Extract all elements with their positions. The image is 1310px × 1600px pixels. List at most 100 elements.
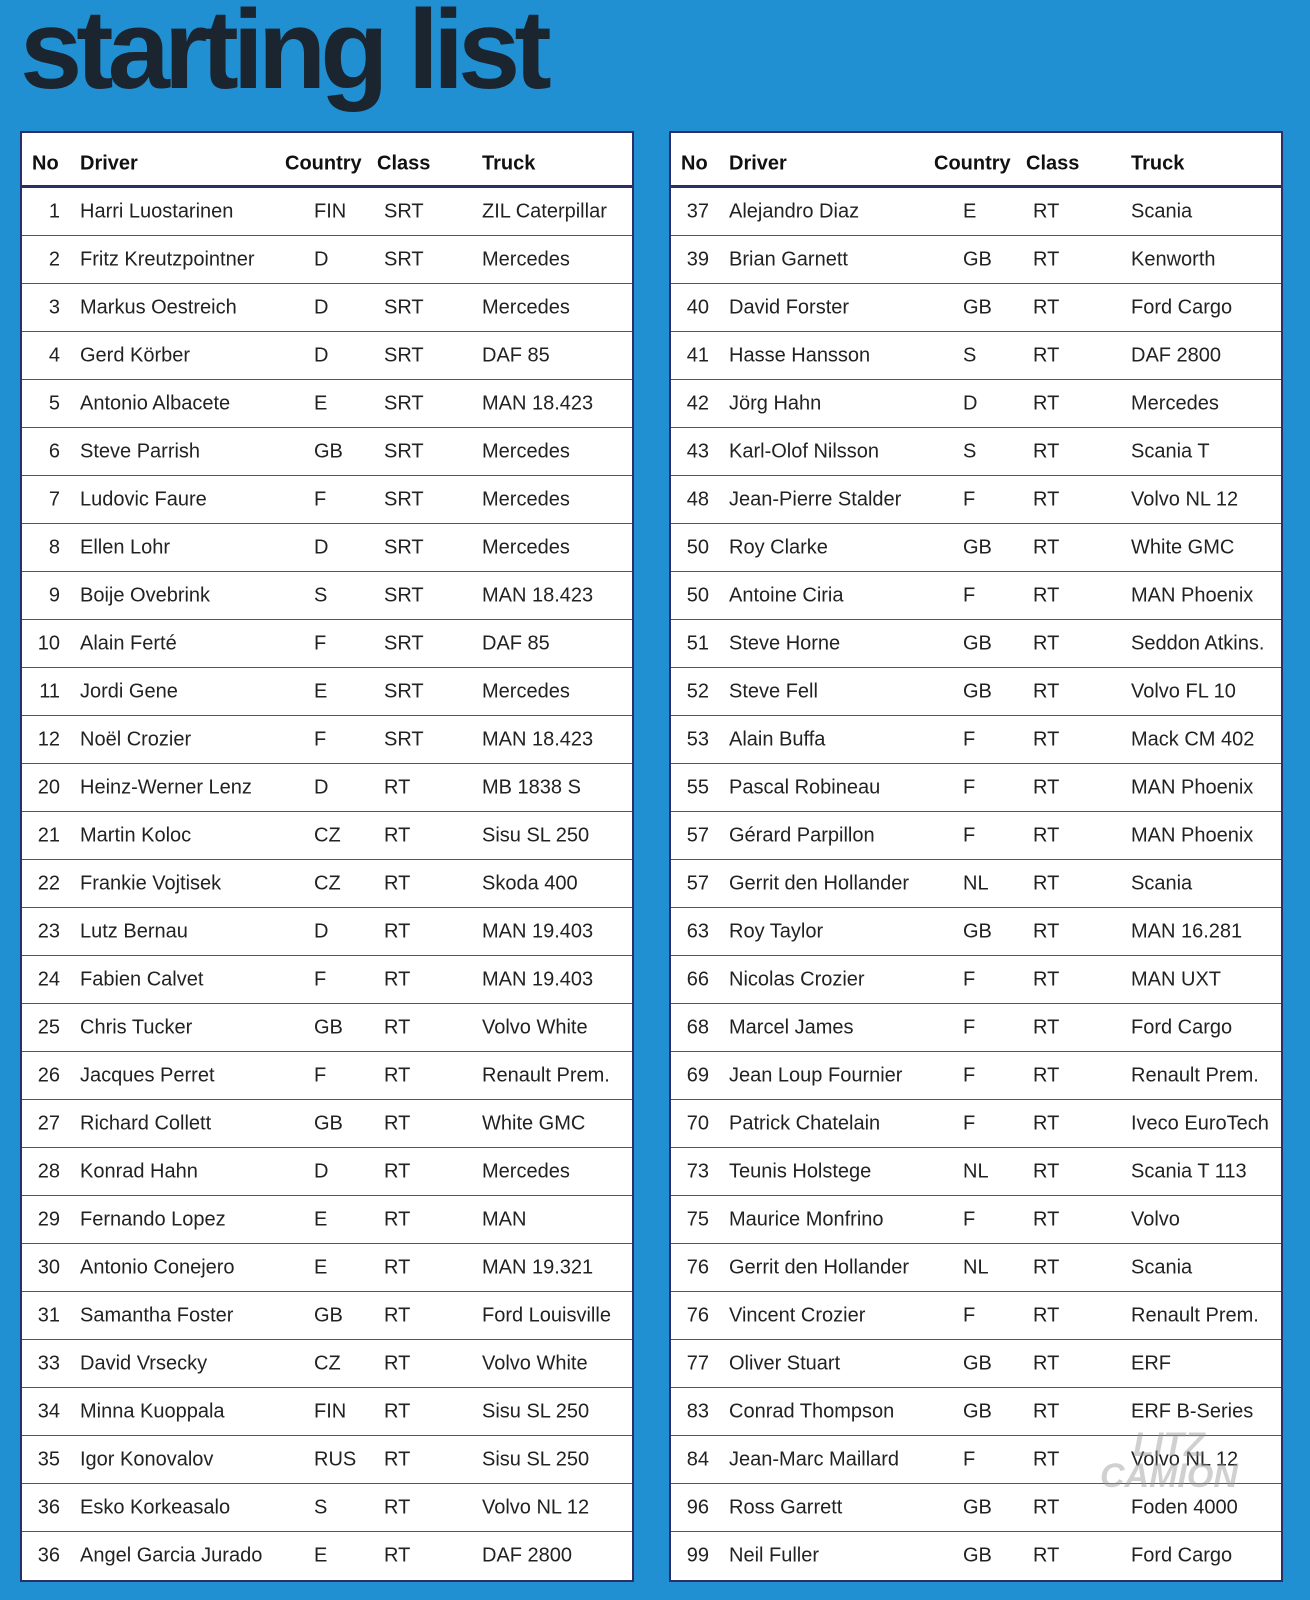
cell-class: RT	[1033, 296, 1060, 318]
cell-truck: MAN 19.403	[482, 968, 594, 990]
cell-no: 33	[37, 1352, 60, 1374]
cell-no: 48	[686, 488, 709, 510]
cell-no: 57	[686, 872, 709, 894]
cell-country: GB	[963, 248, 992, 270]
header-truck: Truck	[1131, 152, 1185, 175]
cell-driver: Harri Luostarinen	[80, 200, 234, 222]
cell-class: RT	[384, 1304, 411, 1326]
cell-no: 28	[37, 1160, 60, 1182]
cell-no: 43	[686, 440, 709, 462]
cell-no: 83	[686, 1400, 709, 1422]
cell-truck: Volvo FL 10	[1131, 680, 1236, 702]
cell-country: GB	[314, 1304, 343, 1326]
cell-truck: MAN 16.281	[1131, 920, 1243, 942]
table-row: 9 Boije Ovebrink S SRT MAN 18.423	[22, 572, 632, 620]
cell-class: RT	[1033, 1496, 1060, 1518]
cell-no: 1	[48, 200, 60, 222]
cell-country: GB	[963, 536, 992, 558]
cell-country: GB	[963, 1352, 992, 1374]
cell-class: RT	[1033, 1448, 1060, 1470]
cell-truck: Ford Louisville	[482, 1304, 611, 1326]
cell-no: 70	[686, 1112, 709, 1134]
cell-truck: Skoda 400	[482, 872, 578, 894]
table-row: 37 Alejandro Diaz E RT Scania	[671, 188, 1281, 236]
cell-no: 39	[686, 248, 709, 270]
cell-country: FIN	[314, 1400, 347, 1422]
cell-truck: Renault Prem.	[1131, 1064, 1259, 1086]
cell-driver: Richard Collett	[80, 1112, 212, 1134]
table-row: 26 Jacques Perret F RT Renault Prem.	[22, 1052, 632, 1100]
cell-truck: Mack CM 402	[1131, 728, 1255, 750]
cell-truck: MAN 18.423	[482, 392, 594, 414]
cell-driver: Nicolas Crozier	[729, 968, 865, 990]
cell-truck: Seddon Atkins.	[1131, 632, 1265, 654]
table-row: 20 Heinz-Werner Lenz D RT MB 1838 S	[22, 764, 632, 812]
cell-truck: DAF 2800	[482, 1544, 573, 1567]
cell-truck: Scania	[1131, 1256, 1193, 1278]
cell-driver: Antonio Albacete	[80, 392, 231, 414]
table-row: 24 Fabien Calvet F RT MAN 19.403	[22, 956, 632, 1004]
cell-class: RT	[1033, 1352, 1060, 1374]
cell-truck: Mercedes	[482, 1160, 570, 1182]
table-row: 36 Angel Garcia Jurado E RT DAF 2800	[22, 1532, 632, 1580]
table-row: 51 Steve Horne GB RT Seddon Atkins.	[671, 620, 1281, 668]
cell-truck: Volvo NL 12	[482, 1496, 590, 1518]
cell-country: E	[314, 680, 328, 702]
cell-driver: Oliver Stuart	[729, 1352, 841, 1374]
cell-no: 11	[39, 680, 60, 702]
cell-driver: Teunis Holstege	[729, 1160, 872, 1182]
table-row: 39 Brian Garnett GB RT Kenworth	[671, 236, 1281, 284]
table-row: 29 Fernando Lopez E RT MAN	[22, 1196, 632, 1244]
cell-truck: ERF	[1131, 1352, 1171, 1374]
table-row: 41 Hasse Hansson S RT DAF 2800	[671, 332, 1281, 380]
cell-country: GB	[963, 1544, 992, 1567]
cell-driver: Alejandro Diaz	[729, 200, 860, 222]
cell-class: RT	[384, 1112, 411, 1134]
cell-country: F	[314, 968, 327, 990]
table-row: 66 Nicolas Crozier F RT MAN UXT	[671, 956, 1281, 1004]
cell-truck: ZIL Caterpillar	[482, 200, 607, 222]
cell-no: 99	[686, 1544, 709, 1567]
cell-driver: Karl-Olof Nilsson	[729, 440, 880, 462]
table-row: 70 Patrick Chatelain F RT Iveco EuroTech	[671, 1100, 1281, 1148]
cell-no: 29	[37, 1208, 60, 1230]
cell-country: D	[314, 248, 329, 270]
table-row: 27 Richard Collett GB RT White GMC	[22, 1100, 632, 1148]
watermark-logo: LITZ CAMION	[1100, 1426, 1238, 1495]
cell-class: SRT	[384, 728, 424, 750]
cell-no: 42	[686, 392, 709, 414]
table-row: 53 Alain Buffa F RT Mack CM 402	[671, 716, 1281, 764]
header-driver: Driver	[729, 152, 787, 175]
cell-driver: Ellen Lohr	[80, 536, 171, 558]
cell-country: D	[963, 392, 978, 414]
cell-no: 52	[686, 680, 709, 702]
cell-driver: Chris Tucker	[80, 1016, 193, 1038]
cell-country: GB	[963, 920, 992, 942]
cell-driver: Conrad Thompson	[729, 1400, 895, 1422]
cell-class: RT	[1033, 728, 1060, 750]
cell-class: RT	[1033, 776, 1060, 798]
cell-truck: Mercedes	[482, 296, 570, 318]
table-row: 50 Roy Clarke GB RT White GMC	[671, 524, 1281, 572]
table-row: 83 Conrad Thompson GB RT ERF B-Series	[671, 1388, 1281, 1436]
cell-no: 84	[686, 1448, 709, 1470]
cell-truck: DAF 85	[482, 632, 550, 654]
table-row: 35 Igor Konovalov RUS RT Sisu SL 250	[22, 1436, 632, 1484]
cell-class: RT	[1033, 680, 1060, 702]
cell-driver: Jean-Marc Maillard	[729, 1448, 900, 1470]
cell-no: 20	[37, 776, 60, 798]
table-row: 12 Noël Crozier F SRT MAN 18.423	[22, 716, 632, 764]
cell-truck: Mercedes	[482, 536, 570, 558]
table-row: 57 Gérard Parpillon F RT MAN Phoenix	[671, 812, 1281, 860]
cell-driver: Gérard Parpillon	[729, 824, 875, 846]
cell-country: NL	[963, 1256, 989, 1278]
cell-driver: Boije Ovebrink	[80, 584, 211, 606]
table-row: 55 Pascal Robineau F RT MAN Phoenix	[671, 764, 1281, 812]
cell-truck: Sisu SL 250	[482, 1448, 590, 1470]
cell-class: RT	[1033, 248, 1060, 270]
cell-driver: Esko Korkeasalo	[80, 1496, 231, 1518]
cell-truck: White GMC	[482, 1112, 586, 1134]
cell-no: 35	[37, 1448, 60, 1470]
cell-country: D	[314, 920, 329, 942]
cell-country: F	[963, 1064, 976, 1086]
